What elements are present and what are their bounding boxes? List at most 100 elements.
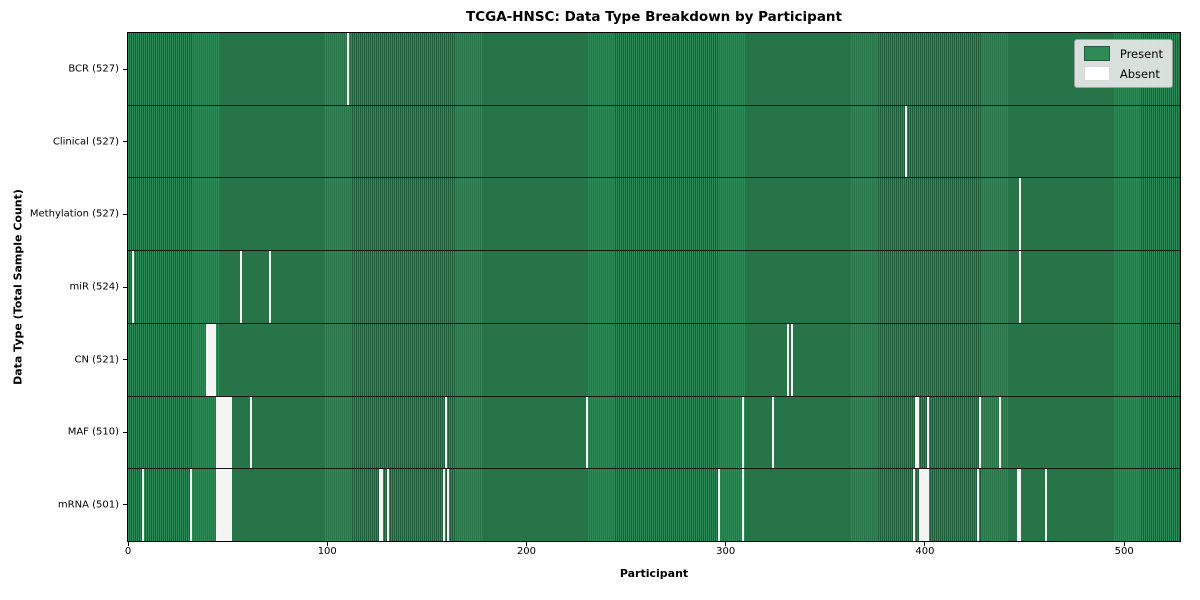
absent-line [209,323,212,396]
x-tick-mark [525,542,527,546]
absent-line [227,396,230,469]
heatmap-row-MAF [128,395,1180,469]
absent-line [924,469,927,542]
absent-line [225,469,228,542]
y-tick-mark [123,141,127,143]
y-tick-mark [123,431,127,433]
absent-line [741,396,744,469]
absent-line [1018,251,1021,323]
x-tick-mark [1123,542,1125,546]
heatmap-row-Methylation [128,177,1180,251]
absent-line [444,396,447,469]
absent-line [207,323,210,396]
x-tick-mark [924,542,926,546]
y-tick-label-Clinical: Clinical (527) [52,136,119,148]
absent-line [926,469,929,542]
absent-line [239,251,242,323]
x-tick-mark [127,542,129,546]
absent-line [225,396,228,469]
y-tick-label-CN: CN (521) [74,354,119,366]
absent-line [998,396,1001,469]
absent-line [442,469,445,542]
absent-line [217,396,220,469]
legend-item-present: Present [1083,46,1163,61]
absent-line [771,396,774,469]
x-tick-mark [326,542,328,546]
heatmap-row-Clinical [128,104,1180,178]
legend-label-present: Present [1119,46,1163,61]
absent-line [219,469,222,542]
y-tick-label-mRNA: mRNA (501) [57,499,119,511]
absent-line [227,469,230,542]
absent-line [269,251,272,323]
y-tick-label-BCR: BCR (527) [68,63,119,75]
x-axis-title: Participant [619,567,689,580]
absent-line [229,396,232,469]
absent-line [586,396,589,469]
absent-line [217,469,220,542]
absent-line [787,323,790,396]
absent-line [920,469,923,542]
absent-line [791,323,794,396]
y-tick-mark [123,504,127,506]
y-tick-mark [123,213,127,215]
absent-line [249,396,252,469]
absent-line [976,469,979,542]
x-tick-label: 300 [716,546,736,557]
absent-line [1016,469,1019,542]
y-tick-mark [123,68,127,70]
absent-line [1044,469,1047,542]
absent-line [905,105,908,178]
absent-line [446,469,449,542]
heatmap-row-mRNA [128,468,1180,542]
absent-line [221,396,224,469]
x-tick-mark [725,542,727,546]
absent-line [229,469,232,542]
absent-line [211,323,214,396]
absent-line [141,469,144,542]
absent-line [917,396,919,469]
absent-line [213,323,216,396]
absent-line [1018,178,1021,251]
chart-title: TCGA-HNSC: Data Type Breakdown by Partic… [465,9,843,25]
absent-line [1018,469,1021,542]
y-tick-label-miR: miR (524) [69,281,119,293]
absent-line [221,469,224,542]
absent-line [215,469,218,542]
heatmap-row-CN [128,322,1180,396]
absent-line [205,323,208,396]
absent-line [922,469,925,542]
x-tick-label: 500 [1114,546,1134,557]
plot-area: Present Absent [127,32,1181,542]
absent-line [926,396,929,469]
absent-line [215,396,218,469]
y-tick-label-Methylation: Methylation (527) [29,208,119,220]
x-tick-label: 0 [124,546,132,557]
absent-line [918,469,921,542]
absent-line [189,469,192,542]
absent-line [131,251,134,323]
y-tick-label-MAF: MAF (510) [67,426,119,438]
absent-line [717,469,720,542]
legend-label-absent: Absent [1119,66,1160,81]
absent-line [741,469,744,542]
legend-swatch-absent-icon [1083,66,1110,81]
absent-line [223,396,226,469]
legend: Present Absent [1073,39,1173,88]
absent-line [915,396,917,469]
x-tick-label: 100 [317,546,337,557]
y-axis-title: Data Type (Total Sample Count) [11,189,25,385]
legend-item-absent: Absent [1083,66,1163,81]
heatmap-row-miR [128,250,1180,323]
legend-swatch-present-icon [1083,46,1110,61]
x-tick-label: 200 [516,546,537,557]
absent-line [381,469,384,542]
absent-line [379,469,382,542]
y-tick-mark [123,286,127,288]
heatmap-row-BCR [128,33,1180,105]
absent-line [223,469,226,542]
y-tick-mark [123,359,127,361]
absent-line [347,33,350,105]
x-tick-label: 400 [915,546,935,557]
